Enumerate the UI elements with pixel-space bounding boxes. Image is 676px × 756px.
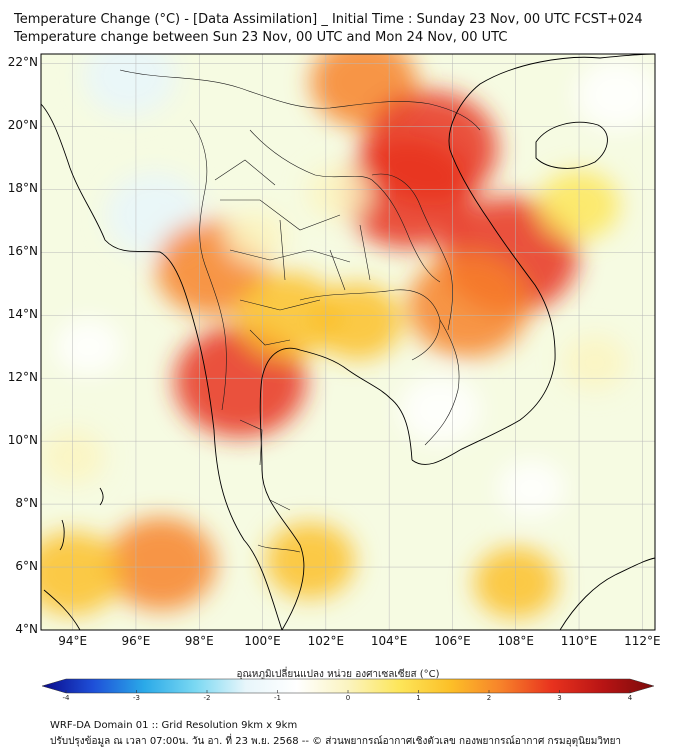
hainan-coastline (535, 121, 608, 169)
island-coast-3 (99, 487, 104, 506)
field-point-22 (265, 522, 355, 599)
colorbar-tick-label: 2 (486, 694, 492, 702)
field-point-18 (306, 165, 371, 220)
lon-label: 102°E (307, 634, 345, 648)
lat-label: 22°N (7, 55, 38, 70)
lon-label: 98°E (184, 634, 214, 648)
island-coast-2 (43, 589, 81, 630)
lat-label: 14°N (7, 307, 38, 322)
field-point-13 (575, 59, 655, 131)
mekong-coastline (411, 54, 655, 465)
colorbar-tick-label: 3 (557, 694, 562, 702)
gulf-coastline (259, 347, 413, 630)
page-title: Temperature Change (°C) - [Data Assimila… (14, 12, 643, 27)
lat-label: 20°N (7, 118, 38, 133)
temperature-field (41, 54, 655, 619)
field-point-17 (225, 210, 288, 263)
footer-model-info: WRF-DA Domain 01 :: Grid Resolution 9km … (50, 720, 298, 731)
provincial-lines (214, 159, 371, 511)
lat-label: 10°N (7, 433, 38, 448)
colorbar-tick-label: 0 (345, 694, 351, 702)
lon-label: 106°E (434, 634, 471, 648)
border-thai-laos (249, 129, 441, 283)
lat-label: 12°N (7, 370, 38, 385)
field-point-5 (342, 136, 474, 249)
coastlines (41, 54, 655, 630)
border-myanmar-thai (189, 119, 227, 411)
field-point-15 (399, 375, 481, 445)
colorbar-title: อุณหภูมิเปลี่ยนแปลง หน่วย องศาเซลเซียส (… (236, 669, 440, 680)
map-frame (40, 53, 656, 631)
field-point-2 (54, 318, 123, 376)
border-cambodia-vietnam (424, 319, 460, 446)
lon-label: 108°E (497, 634, 534, 648)
footer-credit: ปรับปรุงข้อมูล ณ เวลา 07:00น. วัน อา. ที… (50, 736, 622, 747)
colorbar (41, 678, 655, 694)
graticule (41, 54, 655, 630)
page-subtitle: Temperature change between Sun 23 Nov, 0… (14, 30, 508, 45)
colorbar-ticks (65, 690, 631, 693)
colorbar-tick-label: -1 (274, 694, 281, 702)
colorbar-tick-label: -2 (203, 694, 211, 702)
border-laos-vietnam (371, 173, 453, 331)
lat-label: 8°N (15, 496, 38, 511)
country-borders (119, 69, 481, 553)
field-point-10 (106, 517, 216, 611)
field-point-0 (83, 54, 176, 116)
colorbar-tick-label: 1 (416, 694, 421, 702)
lat-label: 6°N (15, 559, 38, 574)
border-china (119, 69, 481, 131)
lon-label: 104°E (370, 634, 408, 648)
lat-label: 16°N (7, 244, 38, 259)
lon-label: 94°E (58, 634, 88, 648)
colorbar-tick-label: -4 (62, 694, 70, 702)
west-coastline (41, 103, 283, 630)
lon-label: 100°E (244, 634, 281, 648)
colorbar-tick-label: 4 (627, 694, 633, 702)
temperature-change-map (40, 53, 656, 631)
border-thai-cambodia (299, 289, 441, 361)
colorbar-tick-label: -3 (133, 694, 140, 702)
island-coast-1 (59, 519, 65, 551)
field-point-11 (41, 531, 122, 615)
border-thai-malaysia (257, 544, 301, 553)
lat-label: 18°N (7, 181, 38, 196)
field-point-14 (497, 459, 566, 517)
field-point-16 (562, 335, 628, 390)
lon-label: 112°E (624, 634, 661, 648)
lon-label: 96°E (121, 634, 151, 648)
field-point-19 (41, 429, 105, 485)
field-point-7 (408, 254, 529, 357)
borneo-coastline (559, 557, 655, 630)
lon-label: 110°E (560, 634, 598, 648)
lat-label: 4°N (15, 622, 38, 636)
